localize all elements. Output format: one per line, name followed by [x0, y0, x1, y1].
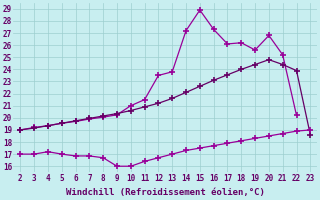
- X-axis label: Windchill (Refroidissement éolien,°C): Windchill (Refroidissement éolien,°C): [66, 188, 265, 197]
